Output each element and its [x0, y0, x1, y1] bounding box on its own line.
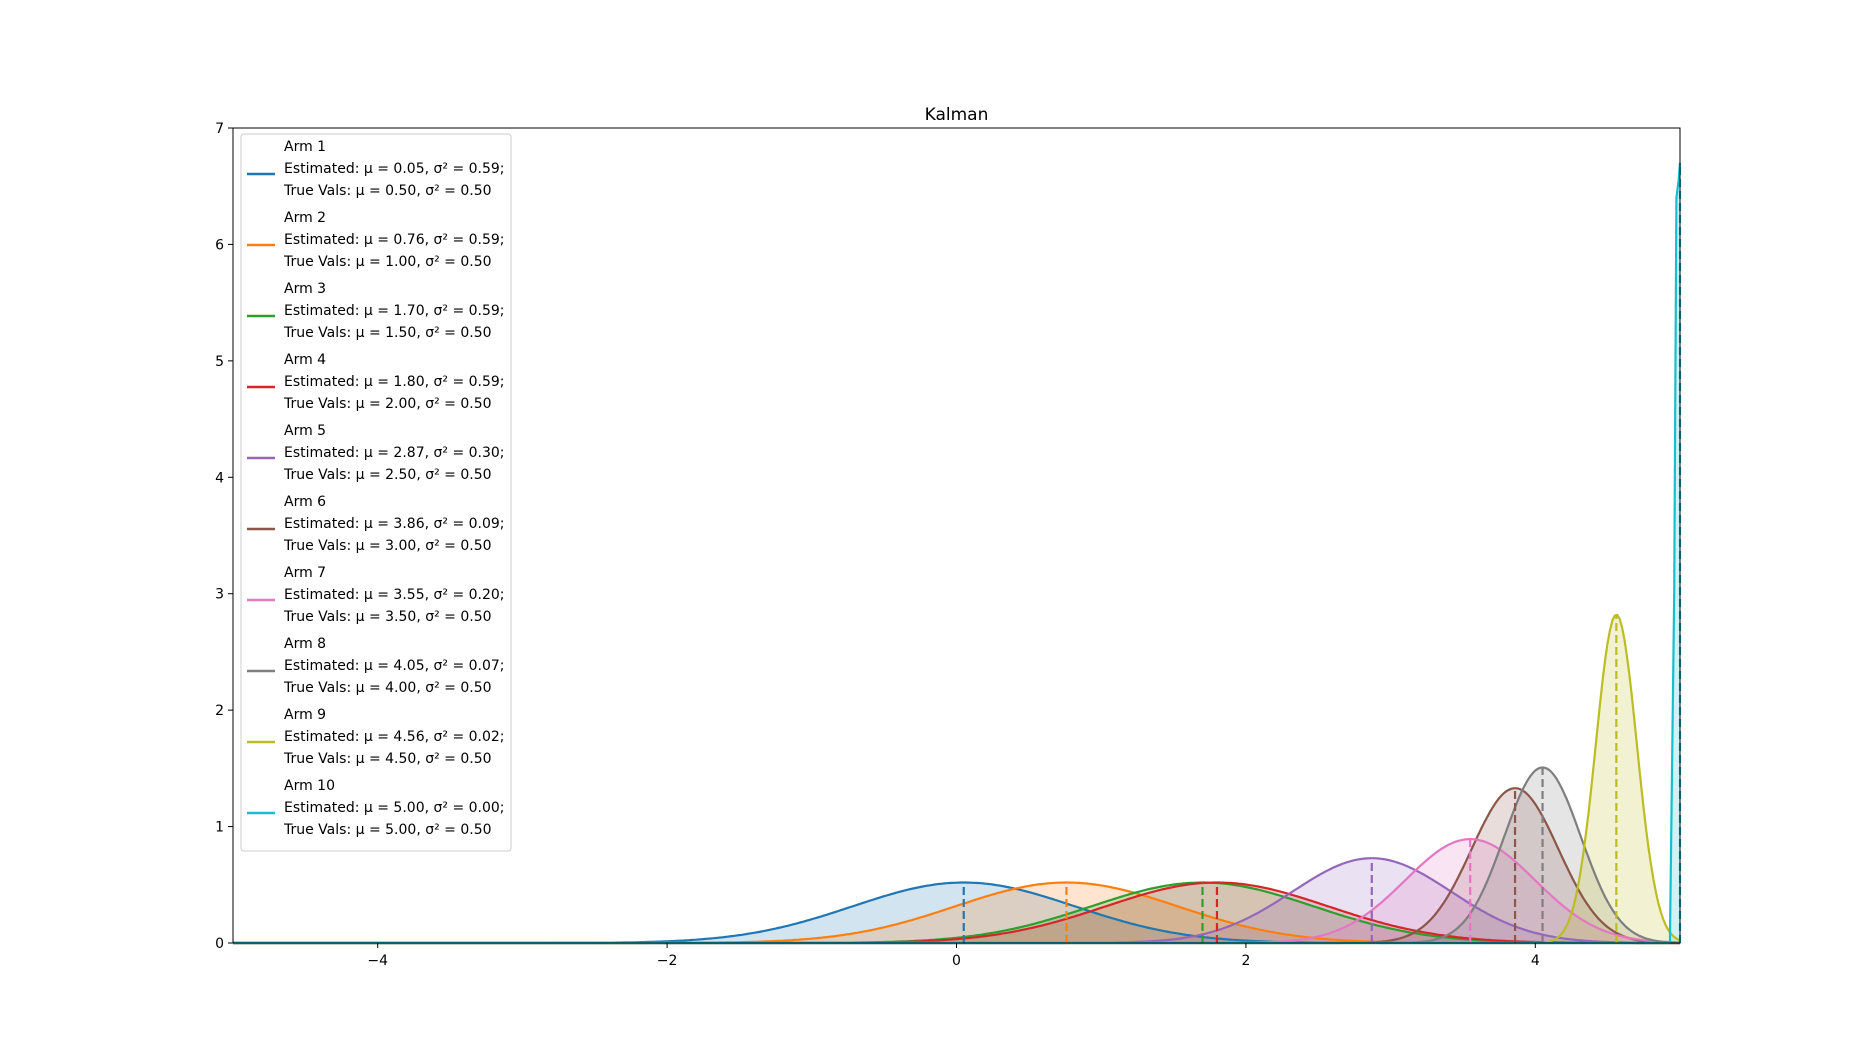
legend-box: [240, 133, 512, 852]
legend-label: Estimated: μ = 4.56, σ² = 0.02;: [284, 729, 505, 745]
density-fill-arm-4: [233, 882, 1680, 943]
y-axis: 0 1 2 3 4 5 6 7: [215, 121, 233, 952]
x-tick-label: 2: [1241, 953, 1250, 969]
density-fill-arm-8: [233, 767, 1680, 943]
legend-label: Estimated: μ = 1.70, σ² = 0.59;: [284, 303, 505, 319]
legend-label: True Vals: μ = 2.00, σ² = 0.50: [283, 396, 492, 412]
chart-title: Kalman: [925, 105, 989, 125]
density-fill-arm-5: [233, 858, 1680, 943]
y-tick-label: 4: [215, 470, 224, 486]
legend-label: Arm 7: [284, 565, 326, 581]
legend-label: Estimated: μ = 4.05, σ² = 0.07;: [284, 658, 505, 674]
legend-label: True Vals: μ = 5.00, σ² = 0.50: [283, 822, 492, 838]
x-axis: −4 −2 0 2 4: [367, 943, 1540, 969]
density-fill-arm-3: [233, 882, 1680, 943]
y-tick-label: 7: [215, 121, 224, 137]
x-tick-label: 4: [1531, 953, 1540, 969]
legend-label: Estimated: μ = 3.86, σ² = 0.09;: [284, 516, 505, 532]
legend-label: True Vals: μ = 4.50, σ² = 0.50: [283, 751, 492, 767]
legend-label: Estimated: μ = 0.76, σ² = 0.59;: [284, 232, 505, 248]
legend-label: Arm 1: [284, 139, 326, 155]
y-tick-label: 5: [215, 354, 224, 370]
x-tick-label: −4: [367, 953, 388, 969]
legend-label: True Vals: μ = 3.50, σ² = 0.50: [283, 609, 492, 625]
legend-label: Arm 9: [284, 707, 326, 723]
legend-label: Estimated: μ = 5.00, σ² = 0.00;: [284, 800, 505, 816]
density-fill-arm-2: [233, 882, 1680, 943]
legend-label: Estimated: μ = 1.80, σ² = 0.59;: [284, 374, 505, 390]
legend-label: True Vals: μ = 2.50, σ² = 0.50: [283, 467, 492, 483]
legend-label: True Vals: μ = 0.50, σ² = 0.50: [283, 183, 492, 199]
density-fill-arm-1: [233, 882, 1680, 943]
legend-label: Arm 3: [284, 281, 326, 297]
y-tick-label: 2: [215, 703, 224, 719]
legend-label: Arm 10: [284, 778, 335, 794]
legend-label: Arm 4: [284, 352, 326, 368]
legend-label: Estimated: μ = 2.87, σ² = 0.30;: [284, 445, 505, 461]
legend-label: Arm 6: [284, 494, 326, 510]
legend-label: Estimated: μ = 0.05, σ² = 0.59;: [284, 161, 505, 177]
y-tick-label: 0: [215, 936, 224, 952]
legend-label: Estimated: μ = 3.55, σ² = 0.20;: [284, 587, 505, 603]
legend-label: Arm 2: [284, 210, 326, 226]
legend-label: Arm 5: [284, 423, 326, 439]
legend: Arm 1 Estimated: μ = 0.05, σ² = 0.59; Tru…: [240, 133, 512, 852]
legend-label: Arm 8: [284, 636, 326, 652]
y-tick-label: 6: [215, 237, 224, 253]
legend-label: True Vals: μ = 1.00, σ² = 0.50: [283, 254, 492, 270]
x-tick-label: −2: [657, 953, 678, 969]
legend-label: True Vals: μ = 4.00, σ² = 0.50: [283, 680, 492, 696]
density-fill-arm-6: [233, 788, 1680, 943]
legend-label: True Vals: μ = 3.00, σ² = 0.50: [283, 538, 492, 554]
y-tick-label: 1: [215, 820, 224, 836]
x-tick-label: 0: [952, 953, 961, 969]
legend-label: True Vals: μ = 1.50, σ² = 0.50: [283, 325, 492, 341]
y-tick-label: 3: [215, 587, 224, 603]
